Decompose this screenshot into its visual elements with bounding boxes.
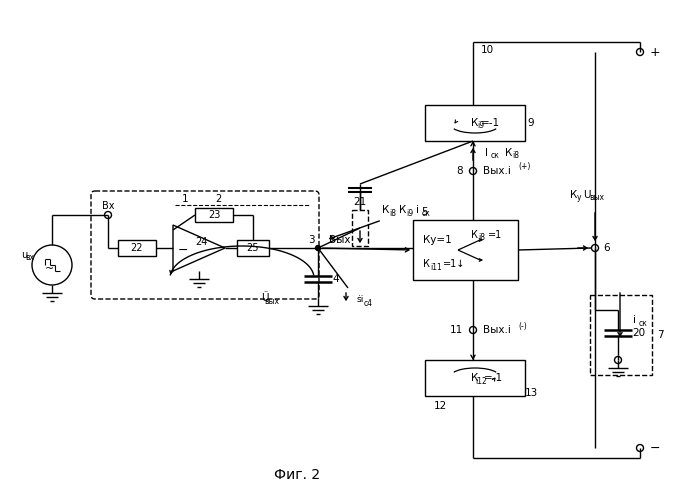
Text: К: К xyxy=(570,190,577,200)
Text: ~: ~ xyxy=(45,264,55,274)
Text: i11: i11 xyxy=(430,262,442,272)
Text: Ű: Ű xyxy=(261,293,269,303)
Text: 1: 1 xyxy=(182,194,188,204)
Text: +: + xyxy=(650,46,660,59)
Bar xyxy=(237,240,269,256)
Text: (+): (+) xyxy=(518,162,530,172)
Bar xyxy=(118,240,156,256)
Text: Кy=1: Кy=1 xyxy=(423,235,452,245)
Bar xyxy=(413,220,518,280)
Text: y: y xyxy=(577,194,582,202)
Text: К: К xyxy=(471,373,479,383)
Text: Вых: Вых xyxy=(329,235,350,245)
Text: 25: 25 xyxy=(247,243,260,253)
Text: вых: вых xyxy=(264,296,280,306)
Text: К: К xyxy=(399,205,406,215)
Text: 21: 21 xyxy=(353,197,366,207)
Text: Вых.i: Вых.i xyxy=(483,325,511,335)
Text: −: − xyxy=(178,244,188,256)
Text: К: К xyxy=(505,148,512,158)
Text: 5: 5 xyxy=(421,207,428,217)
Text: 12: 12 xyxy=(433,401,447,411)
Text: 4: 4 xyxy=(332,274,339,284)
Bar xyxy=(425,105,525,141)
Text: i: i xyxy=(416,205,419,215)
Text: 11: 11 xyxy=(450,325,463,335)
Bar xyxy=(590,295,652,375)
Text: Вх: Вх xyxy=(102,201,115,211)
Text: i8: i8 xyxy=(512,152,519,160)
Text: 20: 20 xyxy=(632,328,645,338)
Text: Вых.i: Вых.i xyxy=(483,166,511,176)
Text: К: К xyxy=(423,259,430,269)
Text: К: К xyxy=(382,205,389,215)
Text: −: − xyxy=(650,442,660,454)
Text: 7: 7 xyxy=(657,330,663,340)
Text: i9: i9 xyxy=(477,122,484,130)
Text: 9: 9 xyxy=(527,118,534,128)
Text: =1: =1 xyxy=(488,230,502,240)
Text: i8: i8 xyxy=(478,234,485,242)
Text: 8: 8 xyxy=(457,166,463,176)
Bar xyxy=(425,360,525,396)
Circle shape xyxy=(316,246,321,250)
Text: К: К xyxy=(471,230,478,240)
Text: ск: ск xyxy=(491,152,500,160)
Text: 23: 23 xyxy=(208,210,220,220)
Text: =-1: =-1 xyxy=(480,118,500,128)
Text: К: К xyxy=(471,118,479,128)
Text: 24: 24 xyxy=(195,237,208,247)
Text: Фиг. 2: Фиг. 2 xyxy=(274,468,320,482)
Text: U: U xyxy=(583,190,591,200)
Text: ṡi: ṡi xyxy=(356,296,364,304)
Text: 6: 6 xyxy=(604,243,610,253)
Bar xyxy=(352,210,368,246)
Text: 13: 13 xyxy=(525,388,538,398)
Text: 3: 3 xyxy=(307,235,314,245)
Text: i12: i12 xyxy=(475,376,487,386)
Text: ск: ск xyxy=(639,318,648,328)
Text: (-): (-) xyxy=(518,322,527,330)
Text: с4: с4 xyxy=(364,298,373,308)
Text: i: i xyxy=(633,315,636,325)
Text: 10: 10 xyxy=(481,45,494,55)
Text: i9: i9 xyxy=(406,208,413,218)
Text: i8: i8 xyxy=(389,208,396,218)
Text: =-1: =-1 xyxy=(484,373,502,383)
Text: ск: ск xyxy=(422,208,431,218)
Text: вх: вх xyxy=(26,254,35,262)
Text: вых: вых xyxy=(589,194,604,202)
Text: u: u xyxy=(21,250,27,260)
Text: =1↓: =1↓ xyxy=(443,259,466,269)
Text: 22: 22 xyxy=(130,243,143,253)
Bar xyxy=(195,208,233,222)
Text: I: I xyxy=(485,148,488,158)
Text: 2: 2 xyxy=(215,194,221,204)
